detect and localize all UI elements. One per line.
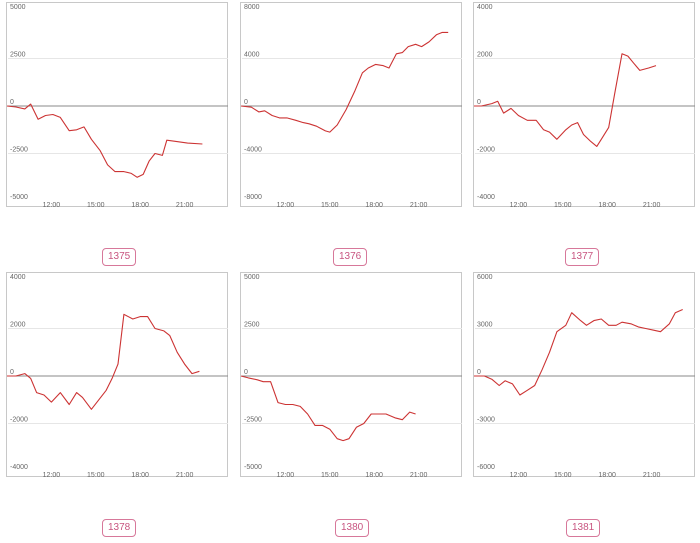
chart-frame: 4000 2000 0 -2000 -4000 12:00 15:00 18:00 21:00 <box>6 272 228 479</box>
line-chart: 4000 2000 0 -2000 -4000 12:00 15:00 18:00 21:00 <box>474 4 695 209</box>
x-tick-label: 21:00 <box>410 202 428 209</box>
x-tick-label: 21:00 <box>643 472 661 479</box>
y-tick-label: 2000 <box>10 322 26 329</box>
y-tick-label: 5000 <box>10 4 26 11</box>
y-tick-label: 4000 <box>244 52 260 59</box>
chart-panel-1376: 8000 4000 0 -4000 -8000 12:00 15:00 18:00 21:00 … <box>234 0 467 272</box>
y-tick-label: -4000 <box>477 194 495 201</box>
y-tick-label: 0 <box>10 99 14 106</box>
y-tick-label: 0 <box>10 369 14 376</box>
series-line <box>6 103 203 178</box>
y-tick-label: 4000 <box>477 4 493 11</box>
x-tick-label: 12:00 <box>43 202 61 209</box>
line-chart: 8000 4000 0 -4000 -8000 12:00 15:00 18:00 21:00 <box>240 4 462 209</box>
chart-frame: 5000 2500 0 -2500 -5000 12:00 15:00 18:00 21:00 <box>6 2 228 209</box>
line-chart: 6000 3000 0 -3000 -6000 12:00 15:00 18:00 21:00 <box>474 274 695 479</box>
series-line <box>474 308 683 396</box>
y-tick-label: 2500 <box>244 322 260 329</box>
y-tick-label: 3000 <box>477 322 493 329</box>
y-tick-label: 0 <box>477 369 481 376</box>
chart-frame: 6000 3000 0 -3000 -6000 12:00 15:00 18:00 21:00 <box>473 272 695 479</box>
x-tick-label: 21:00 <box>176 472 194 479</box>
y-tick-label: 5000 <box>244 274 260 281</box>
y-tick-label: -4000 <box>10 464 28 471</box>
series-line <box>7 313 200 410</box>
series-line <box>240 31 449 133</box>
line-chart: 4000 2000 0 -2000 -4000 12:00 15:00 18:00 21:00 <box>7 274 228 479</box>
x-tick-label: 15:00 <box>554 472 572 479</box>
y-tick-label: -6000 <box>477 464 495 471</box>
x-tick-label: 18:00 <box>131 472 149 479</box>
x-tick-label: 12:00 <box>277 472 295 479</box>
y-tick-label: 4000 <box>10 274 26 281</box>
y-tick-label: -8000 <box>244 194 262 201</box>
x-tick-label: 21:00 <box>410 472 428 479</box>
y-tick-label: -3000 <box>477 417 495 424</box>
x-tick-label: 18:00 <box>598 472 616 479</box>
y-tick-label: 0 <box>244 99 248 106</box>
series-line <box>240 375 416 442</box>
chart-panel-1377: 4000 2000 0 -2000 -4000 12:00 15:00 18:00 21:00 … <box>467 0 700 272</box>
chart-panel-1378: 4000 2000 0 -2000 -4000 12:00 15:00 18:00 21:00 … <box>0 272 233 543</box>
x-tick-label: 18:00 <box>365 202 383 209</box>
y-tick-label: -2000 <box>477 147 495 154</box>
x-tick-label: 18:00 <box>598 202 616 209</box>
x-tick-label: 12:00 <box>277 202 295 209</box>
y-tick-label: -4000 <box>244 147 262 154</box>
chart-id-badge[interactable]: 1375 <box>102 248 137 266</box>
x-tick-label: 15:00 <box>87 472 105 479</box>
line-chart: 5000 2500 0 -2500 -5000 12:00 15:00 18:00 21:00 <box>6 4 228 209</box>
chart-frame: 5000 2500 0 -2500 -5000 12:00 15:00 18:00 21:00 <box>240 272 462 479</box>
x-tick-label: 12:00 <box>43 472 61 479</box>
chart-id-badge[interactable]: 1377 <box>565 248 600 266</box>
line-chart: 5000 2500 0 -2500 -5000 12:00 15:00 18:00 21:00 <box>240 274 462 479</box>
x-tick-label: 21:00 <box>176 202 194 209</box>
chart-id-badge[interactable]: 1378 <box>102 519 137 537</box>
series-line <box>474 53 657 147</box>
x-tick-label: 15:00 <box>321 472 339 479</box>
y-tick-label: -2000 <box>10 417 28 424</box>
y-tick-label: 0 <box>477 99 481 106</box>
x-tick-label: 15:00 <box>554 202 572 209</box>
y-tick-label: 6000 <box>477 274 493 281</box>
chart-id-badge[interactable]: 1380 <box>335 519 370 537</box>
x-tick-label: 12:00 <box>510 472 528 479</box>
x-tick-label: 12:00 <box>510 202 528 209</box>
x-tick-label: 18:00 <box>365 472 383 479</box>
y-tick-label: 0 <box>244 369 248 376</box>
x-tick-label: 15:00 <box>321 202 339 209</box>
y-tick-label: 8000 <box>244 4 260 11</box>
x-tick-label: 21:00 <box>643 202 661 209</box>
y-tick-label: -5000 <box>10 194 28 201</box>
chart-frame: 8000 4000 0 -4000 -8000 12:00 15:00 18:00 21:00 <box>240 2 462 209</box>
y-tick-label: -2500 <box>10 147 28 154</box>
x-tick-label: 18:00 <box>131 202 149 209</box>
chart-id-badge[interactable]: 1376 <box>333 248 368 266</box>
chart-panel-1380: 5000 2500 0 -2500 -5000 12:00 15:00 18:00 21:00 … <box>234 272 467 543</box>
y-tick-label: 2000 <box>477 52 493 59</box>
x-tick-label: 15:00 <box>87 202 105 209</box>
y-tick-label: -5000 <box>244 464 262 471</box>
chart-panel-1381: 6000 3000 0 -3000 -6000 12:00 15:00 18:00 21:00 … <box>467 272 700 543</box>
y-tick-label: -2500 <box>244 417 262 424</box>
chart-frame: 4000 2000 0 -2000 -4000 12:00 15:00 18:00 21:00 <box>473 2 695 209</box>
chart-id-badge[interactable]: 1381 <box>566 519 601 537</box>
chart-panel-1375: 5000 2500 0 -2500 -5000 12:00 15:00 18:00 21:00 … <box>0 0 233 272</box>
y-tick-label: 2500 <box>10 52 26 59</box>
